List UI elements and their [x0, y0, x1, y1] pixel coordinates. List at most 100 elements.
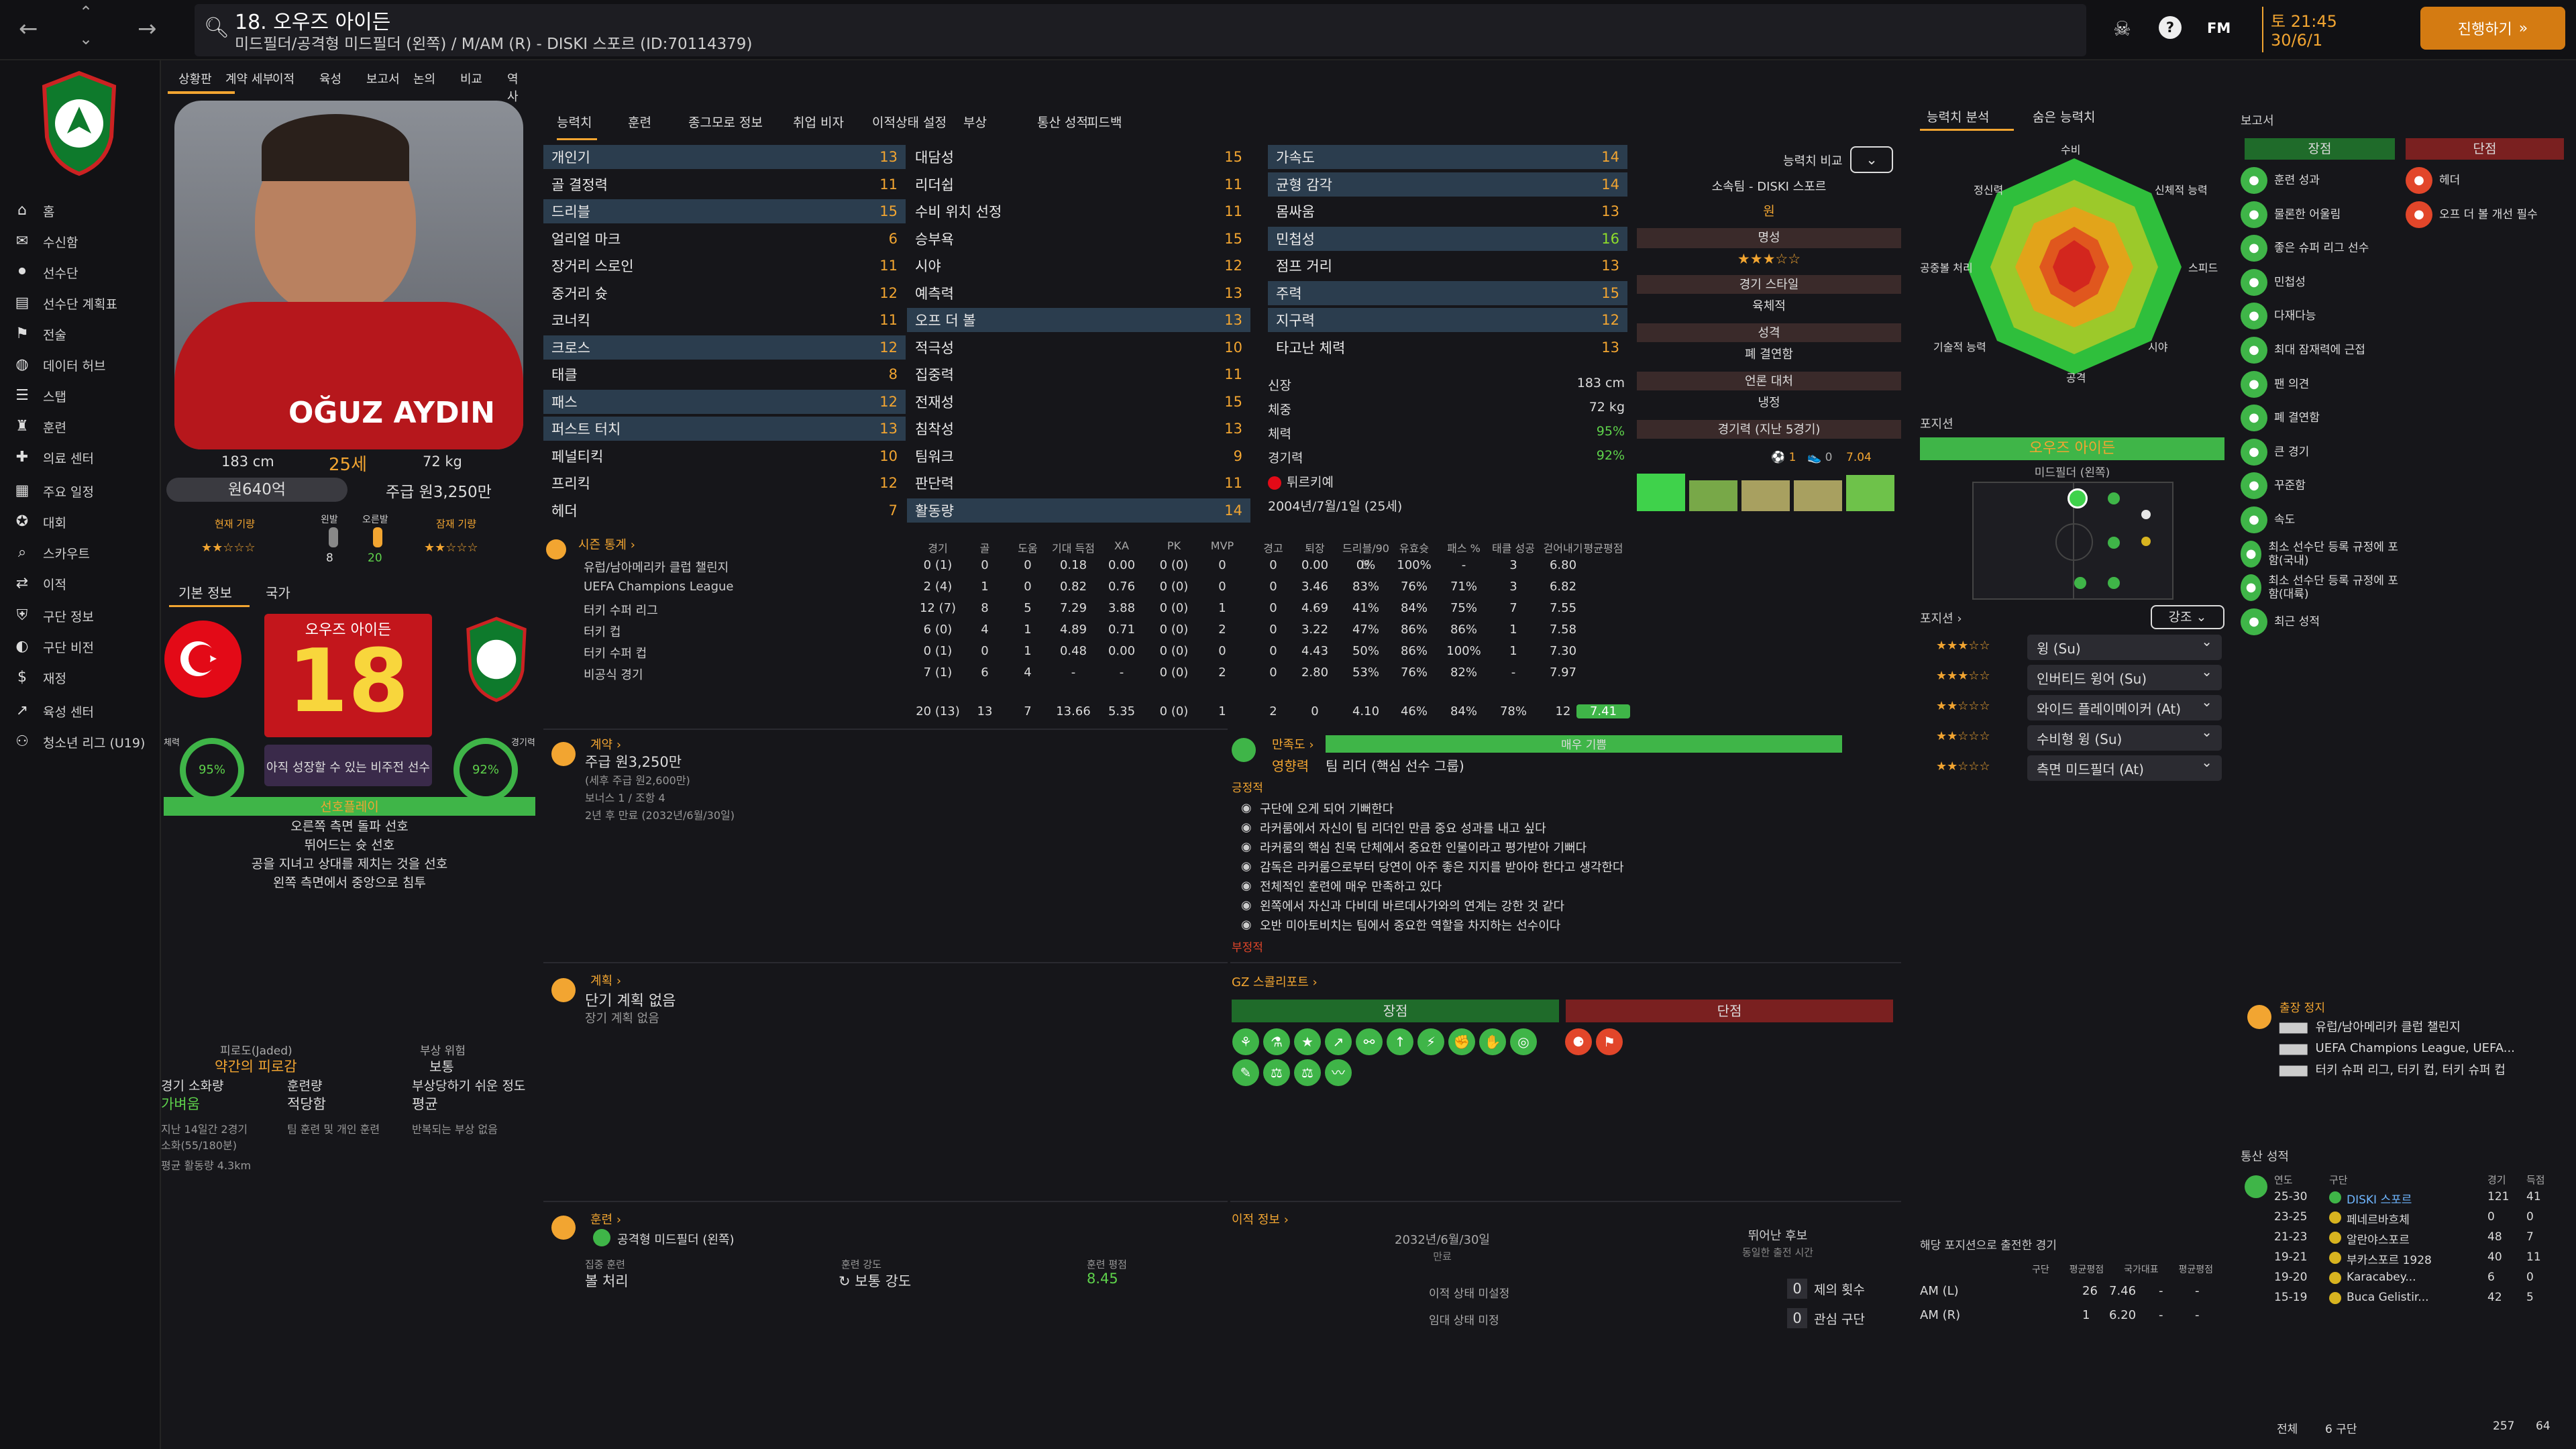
role-row[interactable]: ★★☆☆☆ 측면 미드필더 (At): [1920, 754, 2229, 782]
main-tab-0[interactable]: 능력치: [557, 115, 592, 130]
stats-row[interactable]: 터키 컵 6 (0) 4 1 4.89 0.71 0 (0) 2 0 3.22 47% 86% 86% 1…: [543, 621, 1670, 641]
report-item[interactable]: ● 폐 결연함: [2241, 401, 2402, 435]
roles-dropdown[interactable]: 강조 ⌄: [2151, 605, 2224, 629]
forward-arrow-icon[interactable]: →: [138, 15, 157, 42]
tab-hidden-attributes[interactable]: 숨은 능력치: [2033, 110, 2096, 125]
report-item[interactable]: ● 꾸준함: [2241, 469, 2402, 502]
help-icon[interactable]: ?: [2159, 16, 2182, 39]
attribute-row[interactable]: 민첩성 16: [1268, 226, 1627, 251]
attribute-row[interactable]: 장거리 스로인 11: [543, 254, 906, 278]
report-item[interactable]: ● 최대 잠재력에 근접: [2241, 333, 2402, 367]
report-item[interactable]: ● 훈련 성과: [2241, 164, 2402, 197]
continental-icon[interactable]: ⚖: [1294, 1059, 1321, 1086]
pace-icon[interactable]: ✎: [1232, 1059, 1259, 1086]
stats-row[interactable]: 비공식 경기 7 (1) 6 4 - - 0 (0) 2 0 2.80 53% 76% 82% - 7.97: [543, 664, 1670, 684]
main-tab-2[interactable]: 종그모로 정보: [688, 115, 763, 130]
attribute-row[interactable]: 크로스 12: [543, 335, 906, 360]
career-row[interactable]: 15-19 Buca Gelistir... 42 5: [2274, 1289, 2569, 1308]
attribute-row[interactable]: 드리블 15: [543, 199, 906, 223]
main-tab-4[interactable]: 이적상태 설정: [872, 115, 947, 130]
sidebar-item-13[interactable]: ⛨ 구단 정보: [0, 601, 161, 631]
role-dropdown[interactable]: 측면 미드필더 (At): [2027, 754, 2222, 781]
report-item[interactable]: ● 민첩성: [2241, 266, 2402, 299]
title-search-bar[interactable]: 🔍︎ 18. 오우즈 아이든 미드필더/공격형 미드필더 (왼쪽) / M/AM…: [195, 4, 2086, 56]
attribute-row[interactable]: 오프 더 볼 13: [907, 308, 1250, 332]
attribute-row[interactable]: 점프 거리 13: [1268, 254, 1627, 278]
sidebar-item-5[interactable]: ◍ 데이터 허브: [0, 350, 161, 380]
sidebar-item-0[interactable]: ⌂ 홈: [0, 196, 161, 225]
stats-row[interactable]: 유럽/남아메리카 클럽 챌린지 0 (1) 0 0 0.18 0.00 0 (0) 0 0 0.0…: [543, 557, 1670, 577]
sidebar-item-4[interactable]: ⚑ 전술: [0, 319, 161, 349]
subnav-item-0[interactable]: 상황판: [178, 72, 212, 87]
report-item[interactable]: ● 헤더: [2406, 164, 2567, 197]
big-match-icon[interactable]: ✋: [1479, 1028, 1506, 1055]
sidebar-item-3[interactable]: ▤ 선수단 계획표: [0, 288, 161, 318]
attribute-row[interactable]: 집중력 11: [907, 362, 1250, 386]
attribute-row[interactable]: 지구력 12: [1268, 308, 1627, 332]
sidebar-item-9[interactable]: ▦ 주요 일정: [0, 476, 161, 506]
attribute-row[interactable]: 팀워크 9: [907, 444, 1250, 468]
attribute-row[interactable]: 코너킥 11: [543, 308, 906, 332]
form-icon[interactable]: 〰: [1325, 1059, 1352, 1086]
star-icon[interactable]: ★: [1294, 1028, 1321, 1055]
attribute-row[interactable]: 승부욕 15: [907, 227, 1250, 251]
attribute-row[interactable]: 태클 8: [543, 362, 906, 386]
agility-icon[interactable]: ↗: [1325, 1028, 1352, 1055]
career-row[interactable]: 23-25 페네르바흐체 0 0: [2274, 1209, 2569, 1228]
career-row[interactable]: 25-30 DISKI 스포르 121 41: [2274, 1189, 2569, 1208]
season-stats-title[interactable]: 시즌 통계 ›: [578, 538, 635, 552]
attribute-row[interactable]: 타고난 체력 13: [1268, 335, 1627, 360]
role-row[interactable]: ★★☆☆☆ 수비형 윙 (Su): [1920, 724, 2229, 752]
main-tab-6[interactable]: 통산 성적: [1037, 115, 1088, 130]
report-item[interactable]: ● 오프 더 볼 개선 필수: [2406, 198, 2567, 231]
role-dropdown[interactable]: 윙 (Su): [2027, 633, 2222, 660]
career-row[interactable]: 21-23 알란야스포르 48 7: [2274, 1229, 2569, 1248]
sidebar-item-8[interactable]: ✚ 의료 센터: [0, 443, 161, 472]
attribute-row[interactable]: 적극성 10: [907, 335, 1250, 360]
stats-row[interactable]: UEFA Champions League 2 (4) 1 0 0.82 0.76 0 (0…: [543, 578, 1670, 598]
sidebar-item-7[interactable]: ♜ 훈련: [0, 412, 161, 441]
report-item[interactable]: ● 물론한 어울림: [2241, 198, 2402, 231]
determined-icon[interactable]: ✊: [1448, 1028, 1475, 1055]
career-row[interactable]: 19-20 Karacabey... 6 0: [2274, 1269, 2569, 1288]
main-tab-3[interactable]: 취업 비자: [793, 115, 844, 130]
report-item[interactable]: ● 속도: [2241, 503, 2402, 537]
skull-icon[interactable]: ☠: [2113, 17, 2131, 41]
attribute-row[interactable]: 전재성 15: [907, 390, 1250, 414]
subnav-item-4[interactable]: 보고서: [366, 72, 400, 87]
satisfaction-title[interactable]: 만족도 ›: [1272, 738, 1314, 752]
career-row[interactable]: 19-21 부카스포르 1928 40 11: [2274, 1249, 2569, 1268]
attribute-row[interactable]: 패스 12: [543, 389, 906, 414]
sidebar-item-12[interactable]: ⇄ 이적: [0, 569, 161, 598]
attribute-row[interactable]: 페널티킥 10: [543, 444, 906, 468]
main-tab-1[interactable]: 훈련: [628, 115, 651, 130]
attribute-row[interactable]: 헤더 7: [543, 498, 906, 523]
consistency-icon[interactable]: ◎: [1510, 1028, 1537, 1055]
subnav-item-6[interactable]: 비교: [460, 72, 483, 87]
fan-icon[interactable]: ⚡: [1417, 1028, 1444, 1055]
attribute-row[interactable]: 시야 12: [907, 254, 1250, 278]
report-item[interactable]: ● 좋은 슈퍼 리그 선수: [2241, 231, 2402, 265]
attribute-row[interactable]: 몸싸움 13: [1268, 199, 1627, 223]
attribute-row[interactable]: 수비 위치 선정 11: [907, 199, 1250, 223]
report-item[interactable]: ● 최소 선수단 등록 규정에 포함(국내): [2241, 537, 2402, 571]
subnav-item-5[interactable]: 논의: [413, 72, 436, 87]
sidebar-item-10[interactable]: ✪ 대회: [0, 507, 161, 537]
chevron-down-icon[interactable]: ⌄: [79, 30, 93, 48]
sidebar-item-17[interactable]: ⚇ 청소년 리그 (U19): [0, 727, 161, 757]
tab-nation[interactable]: 국가: [266, 585, 290, 601]
attribute-row[interactable]: 얼리얼 마크 6: [543, 227, 906, 251]
training-icon[interactable]: ⚘: [1232, 1028, 1259, 1055]
plan-title[interactable]: 계획 ›: [590, 974, 622, 988]
role-dropdown[interactable]: 수비형 윙 (Su): [2027, 724, 2222, 751]
role-row[interactable]: ★★★☆☆ 윙 (Su): [1920, 633, 2229, 661]
versatile-icon[interactable]: ⚯: [1356, 1028, 1383, 1055]
subnav-item-2[interactable]: 이적: [272, 72, 295, 87]
sidebar-item-11[interactable]: ⌕ 스카우트: [0, 538, 161, 568]
tab-basic-info[interactable]: 기본 정보: [178, 585, 232, 601]
role-dropdown[interactable]: 와이드 플레이메이커 (At): [2027, 694, 2222, 720]
sidebar-item-14[interactable]: ◐ 구단 비전: [0, 632, 161, 661]
tab-ability-analysis[interactable]: 능력치 분석: [1927, 110, 1990, 125]
attribute-row[interactable]: 퍼스트 터치 13: [543, 417, 906, 441]
search-icon[interactable]: 🔍︎: [204, 16, 230, 40]
